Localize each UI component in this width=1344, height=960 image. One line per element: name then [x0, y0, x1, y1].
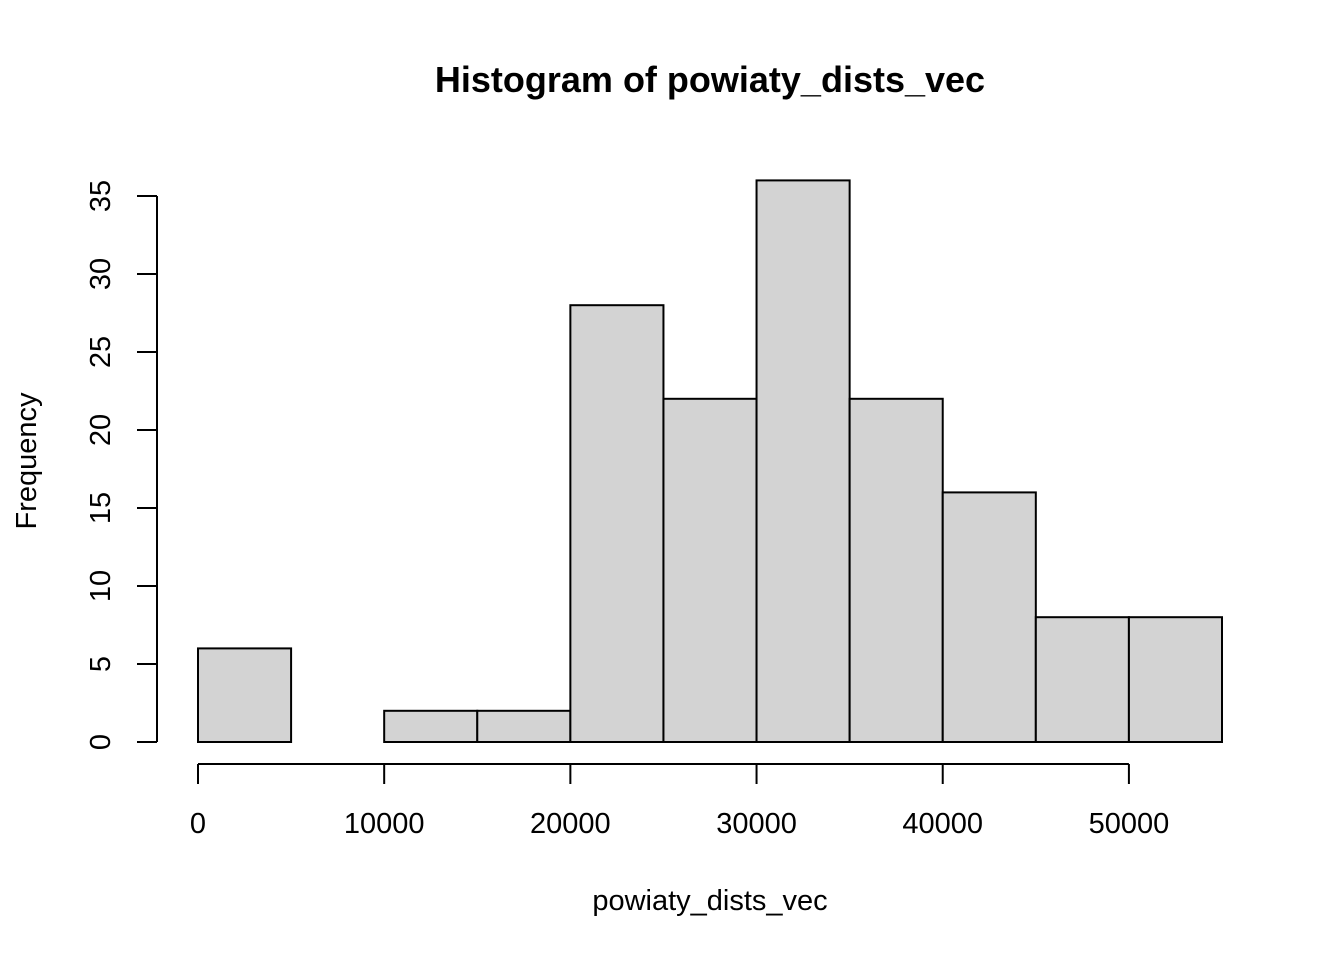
y-tick-label: 35	[85, 180, 117, 212]
y-tick-label: 5	[85, 656, 117, 672]
histogram-bar	[1034, 616, 1130, 744]
histogram-bar	[476, 709, 572, 743]
x-tick-label: 0	[190, 808, 206, 840]
y-tick-label: 20	[85, 414, 117, 446]
histogram-bar	[1127, 616, 1223, 744]
x-axis: 0 10000 20000 30000 40000 50000	[190, 763, 1170, 840]
histogram-bar	[662, 397, 758, 743]
y-axis: 0 5 10 15 20 25 30 35	[85, 180, 158, 750]
x-tick-label: 40000	[902, 808, 983, 840]
x-tick-label: 10000	[344, 808, 425, 840]
y-tick-label: 25	[85, 336, 117, 368]
histogram-bar	[569, 304, 665, 743]
histogram-bar	[755, 179, 851, 743]
x-tick-label: 30000	[716, 808, 797, 840]
y-tick-label: 0	[85, 734, 117, 750]
y-axis-label: Frequency	[11, 392, 43, 530]
histogram-bar	[383, 709, 479, 743]
y-tick-label: 10	[85, 570, 117, 602]
y-tick-label: 30	[85, 258, 117, 290]
y-tick-label: 15	[85, 492, 117, 524]
x-tick-label: 20000	[530, 808, 611, 840]
histogram-bar	[941, 491, 1037, 743]
x-axis-label: powiaty_dists_vec	[592, 885, 827, 917]
bars-group	[197, 179, 1223, 744]
histogram-bar	[197, 647, 293, 744]
x-tick-label: 50000	[1089, 808, 1170, 840]
histogram-bar	[848, 397, 944, 743]
chart-title: Histogram of powiaty_dists_vec	[435, 59, 985, 100]
